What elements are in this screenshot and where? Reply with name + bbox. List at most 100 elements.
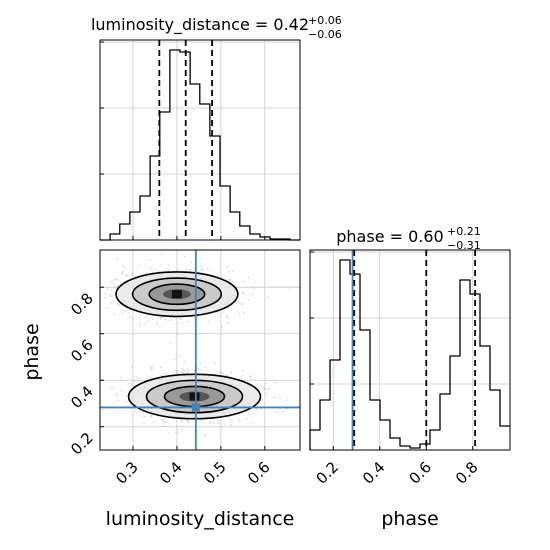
scatter-point xyxy=(143,325,145,327)
scatter-point xyxy=(187,320,189,323)
scatter-point xyxy=(256,408,258,411)
scatter-point xyxy=(250,376,253,379)
scatter-point xyxy=(180,371,183,374)
scatter-point xyxy=(121,272,124,275)
histogram-step xyxy=(309,259,510,450)
scatter-point xyxy=(131,272,134,274)
scatter-point xyxy=(183,369,186,372)
panel-2d-contour: 0.3 0.4 0.5 0.6 0.2 0.4 0.6 0.8 xyxy=(67,249,301,488)
scatter-point xyxy=(237,300,239,303)
scatter-point xyxy=(241,374,244,377)
title-phase-sup: +0.21 xyxy=(447,225,481,238)
scatter-point xyxy=(187,369,190,372)
scatter-point xyxy=(149,316,152,319)
scatter-point xyxy=(227,307,230,310)
y-tick-label: 0.6 xyxy=(67,336,97,366)
scatter-point xyxy=(108,295,111,297)
scatter-point xyxy=(151,414,153,417)
scatter-point xyxy=(204,423,207,425)
scatter-point xyxy=(240,302,243,305)
x-tick-label: 0.4 xyxy=(156,458,186,488)
peak-marker xyxy=(171,290,182,299)
scatter-point xyxy=(265,382,268,385)
scatter-point xyxy=(222,372,225,375)
scatter-point xyxy=(181,367,184,370)
scatter-point xyxy=(143,423,145,425)
scatter-point xyxy=(185,269,188,271)
scatter-point xyxy=(176,370,179,372)
scatter-point xyxy=(159,375,162,377)
scatter-point xyxy=(267,295,270,298)
scatter-point xyxy=(145,321,148,324)
scatter-point xyxy=(268,388,270,390)
scatter-point xyxy=(251,421,254,424)
scatter-point xyxy=(221,326,224,328)
scatter-point xyxy=(183,361,186,363)
scatter-point xyxy=(220,371,223,374)
axes-frame xyxy=(309,249,511,451)
scatter-point xyxy=(238,420,241,423)
scatter-point xyxy=(217,422,220,424)
scatter-point xyxy=(246,417,249,420)
scatter-point xyxy=(265,393,268,395)
scatter-point xyxy=(226,374,229,377)
scatter-point xyxy=(125,273,128,276)
scatter-point xyxy=(196,367,199,369)
scatter-point xyxy=(183,255,186,258)
scatter-point xyxy=(228,415,231,418)
x-tick-label: 0.6 xyxy=(244,458,274,488)
scatter-point xyxy=(150,269,152,271)
scatter-point xyxy=(199,258,202,260)
x-tick-label: 0.2 xyxy=(312,458,342,488)
scatter-point xyxy=(150,376,153,379)
y-tick-label: 0.2 xyxy=(67,429,97,459)
axes-frame xyxy=(99,249,301,451)
scatter-point xyxy=(167,432,170,434)
scatter-point xyxy=(193,369,196,371)
y-tick-label: 0.8 xyxy=(67,289,97,319)
scatter-point xyxy=(187,368,190,371)
scatter-point xyxy=(131,317,134,320)
scatter-point xyxy=(201,269,204,271)
xlabel-luminosity-distance: luminosity_distance xyxy=(106,508,295,530)
scatter-point xyxy=(159,325,161,328)
scatter-point xyxy=(204,365,207,368)
scatter-point xyxy=(117,399,120,402)
scatter-point xyxy=(247,276,250,279)
scatter-point xyxy=(145,271,148,274)
scatter-point xyxy=(118,303,121,306)
scatter-point xyxy=(241,303,244,306)
contour-line xyxy=(148,283,206,306)
scatter-point xyxy=(211,422,214,424)
scatter-point xyxy=(105,292,107,295)
scatter-point xyxy=(176,332,179,334)
x-tick-label: 0.6 xyxy=(406,458,436,488)
scatter-point xyxy=(152,271,155,274)
scatter-point xyxy=(243,311,246,314)
scatter-point xyxy=(112,409,115,412)
scatter-point xyxy=(156,323,158,326)
scatter-point xyxy=(164,422,167,424)
scatter-point xyxy=(160,419,163,421)
scatter-point xyxy=(226,266,229,268)
scatter-point xyxy=(263,387,266,390)
scatter-point xyxy=(197,368,200,370)
scatter-point xyxy=(133,380,136,382)
scatter-point xyxy=(170,318,173,321)
scatter-point xyxy=(200,268,203,271)
scatter-point xyxy=(160,263,163,266)
scatter-point xyxy=(150,415,153,418)
scatter-point xyxy=(125,401,128,403)
scatter-point xyxy=(173,358,176,361)
scatter-point xyxy=(228,271,231,274)
scatter-point xyxy=(106,287,109,290)
title-luminosity-distance-sub: −0.06 xyxy=(308,28,342,41)
scatter-point xyxy=(238,292,241,295)
scatter-point xyxy=(204,368,207,371)
scatter-point xyxy=(260,408,263,411)
scatter-point xyxy=(114,285,117,288)
scatter-point xyxy=(249,375,251,377)
scatter-point xyxy=(137,377,140,380)
scatter-point xyxy=(101,409,104,412)
